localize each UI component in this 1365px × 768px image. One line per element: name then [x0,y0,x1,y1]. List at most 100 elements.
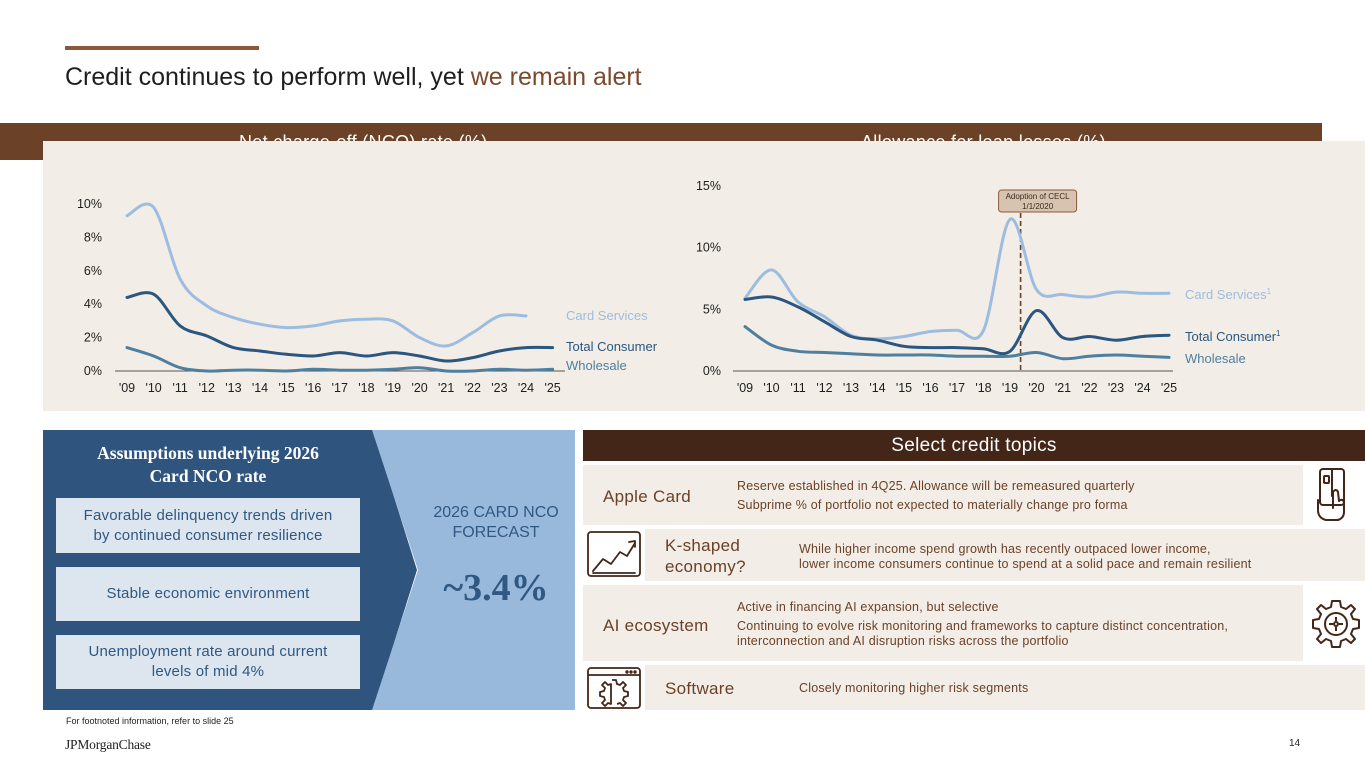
assumptions-title: Assumptions underlying 2026 Card NCO rat… [43,442,373,488]
y-tick-label: 6% [84,264,102,278]
jpmorganchase-logo: JPMorganChase [65,737,151,752]
y-tick-label: 5% [703,302,721,316]
x-tick-label: '09 [737,381,753,395]
topic-row-software: Software Closely monitoring higher risk … [645,665,1365,710]
topic-title-line2: economy? [665,557,746,576]
x-tick-label: '18 [358,381,374,395]
forecast-label: 2026 CARD NCO FORECAST [416,503,575,543]
legend-superscript: 1 [1276,329,1281,338]
x-tick-label: '17 [332,381,348,395]
y-tick-label: 8% [84,230,102,244]
x-tick-label: '19 [385,381,401,395]
series-line-wholesale [125,346,555,373]
growth-chart-icon [587,531,641,582]
assumptions-title-line2: Card NCO rate [149,466,267,486]
x-tick-label: '13 [843,381,859,395]
x-tick-label: '16 [922,381,938,395]
assumption-3-line2: levels of mid 4% [151,663,265,680]
x-tick-label: '24 [518,381,534,395]
x-tick-label: '12 [816,381,832,395]
forecast-label-line2: FORECAST [452,524,540,541]
x-tick-label: '10 [763,381,779,395]
x-tick-label: '14 [252,381,268,395]
topic-row-ai-ecosystem: AI ecosystem Active in financing AI expa… [583,585,1303,661]
y-tick-label: 4% [84,297,102,311]
x-tick-label: '22 [465,381,481,395]
assumption-1-line1: Favorable delinquency trends driven [83,506,333,524]
topic-text-line: lower income consumers continue to spend… [799,557,1252,571]
footnote: For footnoted information, refer to slid… [66,716,234,726]
legend-label-total-consumer: Total Consumer1 [1185,329,1281,344]
assumption-box-2: Stable economic environment [56,567,360,621]
topic-title: Software [665,679,735,698]
legend-label-total-consumer: Total Consumer [566,339,658,354]
topic-row-apple-card: Apple Card Reserve established in 4Q25. … [583,465,1303,525]
x-tick-label: '10 [145,381,161,395]
x-tick-label: '11 [790,381,805,395]
charts-svg: 0%2%4%6%8%10%'09'10'11'12'13'14'15'16'17… [77,179,1281,395]
title-accent-line [65,46,259,50]
x-tick-label: '22 [1081,381,1097,395]
y-tick-label: 0% [703,364,721,378]
cecl-annotation-label: Adoption of CECL [1006,192,1071,201]
x-tick-label: '19 [1002,381,1018,395]
charts-panel: 0% 2% 4% 6% 8% 10% '09'10'11'12'13'14'15'16'17… [43,141,1365,411]
credit-card-hand-icon [1312,466,1356,529]
series-line-total-consumer [125,291,555,363]
x-tick-label: '23 [491,381,507,395]
x-tick-label: '24 [1134,381,1150,395]
x-tick-label: '17 [949,381,965,395]
x-tick-label: '16 [305,381,321,395]
x-tick-label: '23 [1108,381,1124,395]
x-tick-label: '20 [411,381,427,395]
topic-title: K-shaped [665,536,741,555]
y-tick-label: 0% [84,364,102,378]
assumption-3-line1: Unemployment rate around current [88,643,328,660]
assumption-2-line1: Stable economic environment [106,585,310,602]
x-tick-label: '15 [896,381,912,395]
series-line-card-services [125,202,528,348]
page-title: Credit continues to perform well, yet we… [65,63,642,92]
ai-gear-icon [1309,597,1363,656]
series-line-card-services [743,217,1171,341]
legend-superscript: 1 [1267,287,1272,296]
x-tick-label: '15 [278,381,294,395]
legend-label-wholesale: Wholesale [1185,351,1246,366]
cecl-annotation-date: 1/1/2020 [1022,202,1054,211]
cecl-annotation-box [998,189,1078,213]
topic-row-k-shaped: K-shaped economy? While higher income sp… [645,529,1365,581]
topic-title: AI ecosystem [603,616,709,635]
assumption-box-3: Unemployment rate around current levels o… [56,635,360,689]
topic-text-line: Closely monitoring higher risk segments [799,681,1029,695]
topic-title: Apple Card [603,487,692,506]
topic-text-line: Subprime % of portfolio not expected to … [737,498,1128,512]
x-tick-label: '20 [1028,381,1044,395]
legend-label-wholesale: Wholesale [566,358,627,373]
forecast-label-line1: 2026 CARD NCO [433,504,559,521]
topic-text-line: While higher income spend growth has rec… [799,542,1211,556]
assumption-1-line2: by continued consumer resilience [93,526,323,544]
title-main: Credit continues to perform well, yet [65,63,464,91]
page-number: 14 [1289,738,1301,749]
x-tick-label: '25 [544,381,560,395]
topic-text-line: Active in financing AI expansion, but se… [737,600,999,614]
assumptions-title-line1: Assumptions underlying 2026 [97,443,319,463]
series-line-wholesale [743,325,1171,361]
y-tick-label: 10% [696,241,721,255]
topics-title: Select credit topics [583,430,1365,461]
x-tick-label: '21 [1055,381,1071,395]
software-window-icon [587,667,641,714]
y-tick-label: 10% [77,197,102,211]
y-tick-label: 15% [696,179,721,193]
assumption-box-1: Favorable delinquency trends driven by co… [56,498,360,553]
x-tick-label: '11 [173,381,188,395]
series-line-total-consumer [743,295,1171,356]
topic-text-line: Continuing to evolve risk monitoring and… [737,619,1229,633]
topic-text-line: Reserve established in 4Q25. Allowance w… [737,479,1135,493]
legend-label-card-services: Card Services [566,308,648,323]
title-highlight: we remain alert [470,63,642,91]
forecast-value: ~3.4% [443,567,549,609]
x-tick-label: '09 [119,381,135,395]
x-tick-label: '25 [1161,381,1177,395]
x-tick-label: '18 [975,381,991,395]
